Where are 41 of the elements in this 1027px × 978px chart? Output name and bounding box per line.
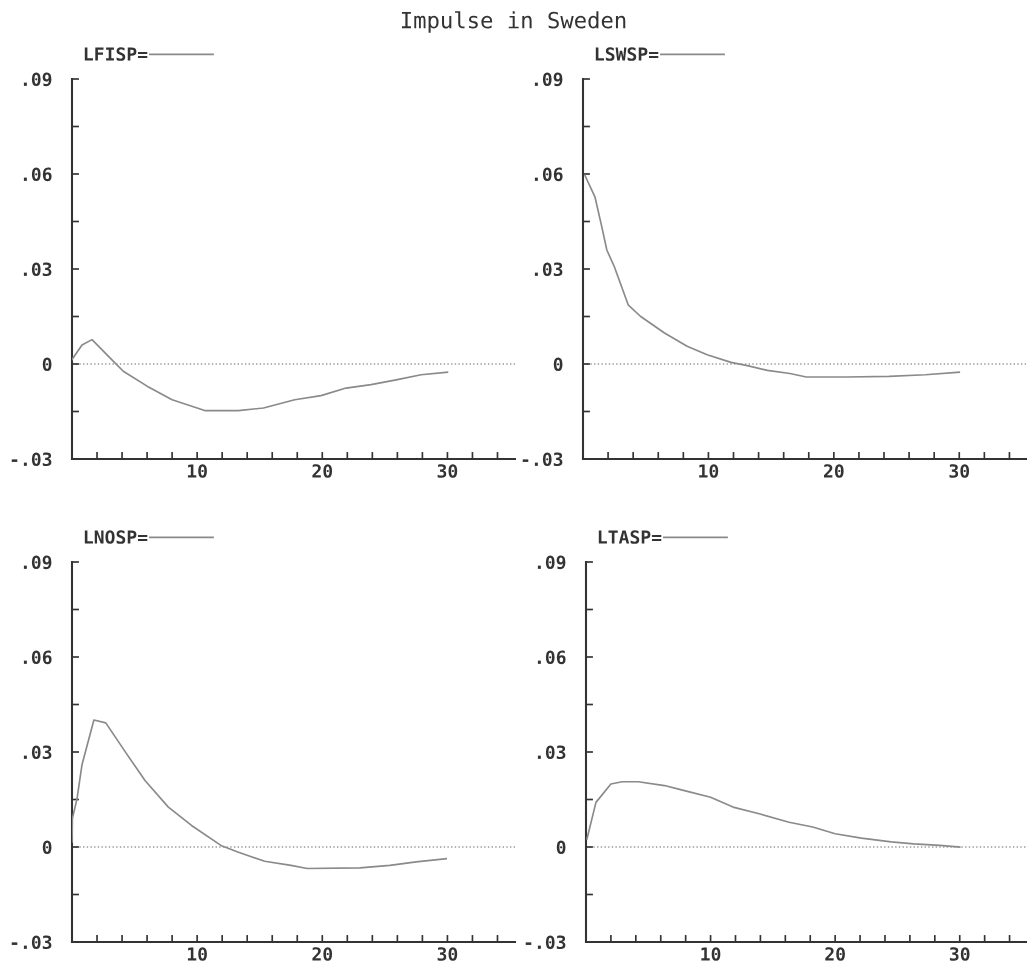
x-tick-label: 10 (187, 947, 207, 961)
x-tick-label: 10 (699, 464, 719, 478)
y-tick-label: .09 (534, 72, 563, 87)
y-tick-label: -.03 (11, 452, 52, 467)
x-tick-label: 30 (437, 464, 458, 478)
legend-label: LFISP= (84, 47, 148, 61)
x-tick-label: 20 (823, 464, 844, 478)
y-tick-label: .09 (537, 555, 566, 570)
y-tick-label: -.03 (522, 452, 563, 467)
y-tick-label: .03 (23, 745, 52, 760)
y-tick-label: .03 (534, 262, 563, 277)
y-tick-label: .09 (23, 555, 52, 570)
y-tick-label: -.03 (525, 935, 566, 950)
y-tick-label: 0 (556, 840, 566, 855)
x-tick-label: 20 (312, 947, 333, 961)
y-tick-label: 0 (42, 357, 52, 372)
y-tick-label: .06 (534, 167, 563, 182)
x-tick-label: 10 (187, 464, 207, 478)
line-series (584, 174, 961, 378)
chart-title: Impulse in Sweden (401, 11, 626, 33)
y-tick-label: .06 (23, 650, 52, 665)
y-tick-label: 0 (553, 357, 563, 372)
legend-label: LTASP= (598, 530, 662, 544)
line-series (72, 719, 448, 870)
x-tick-label: 30 (437, 947, 458, 961)
y-tick-label: .03 (537, 745, 566, 760)
line-series (72, 338, 449, 412)
x-tick-label: 30 (949, 947, 970, 961)
y-tick-label: -.03 (11, 935, 52, 950)
y-tick-label: .06 (23, 167, 52, 182)
legend-label: LNOSP= (84, 530, 148, 544)
y-tick-label: .09 (23, 72, 52, 87)
legend-label: LSWSP= (595, 47, 659, 61)
y-tick-label: 0 (42, 840, 52, 855)
x-tick-label: 20 (825, 947, 845, 961)
x-tick-label: 10 (701, 947, 721, 961)
line-series (586, 780, 961, 848)
x-tick-label: 30 (949, 464, 970, 478)
x-tick-label: 20 (312, 464, 333, 478)
y-tick-label: .06 (537, 650, 566, 665)
y-tick-label: .03 (23, 262, 52, 277)
